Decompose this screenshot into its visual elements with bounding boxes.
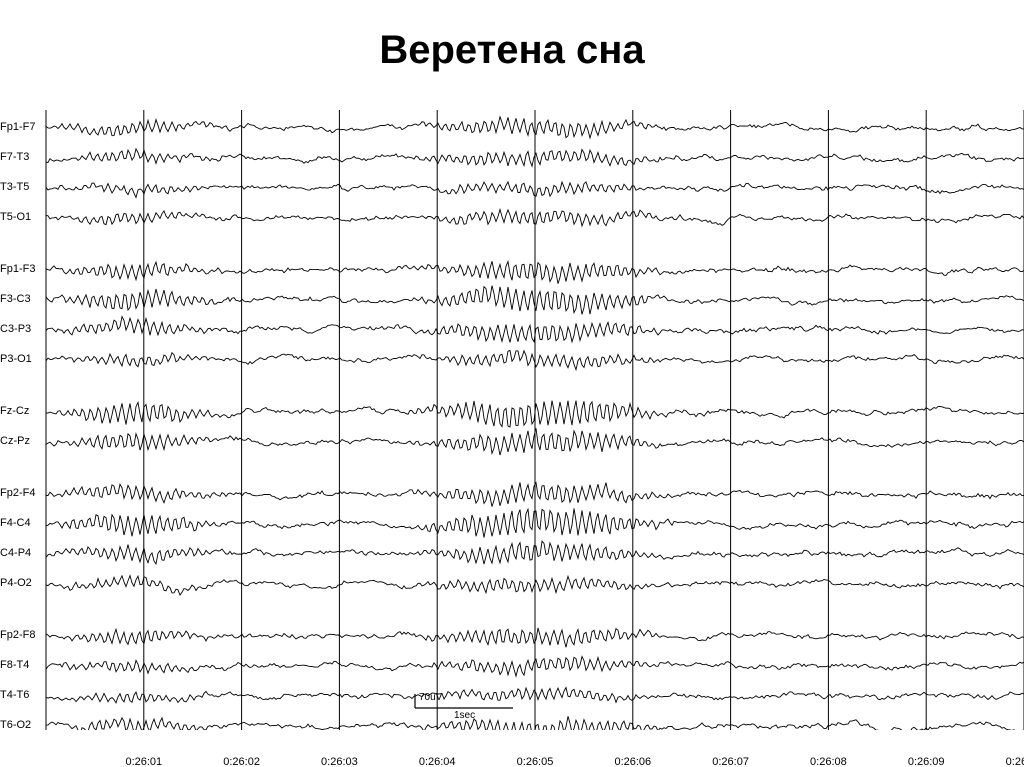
channel-label: Cz-Pz bbox=[0, 435, 30, 447]
channel-label: F3-C3 bbox=[0, 293, 31, 305]
time-axis-label: 0:26:06 bbox=[614, 756, 651, 767]
channel-label: Fp2-F8 bbox=[0, 629, 35, 641]
channel-label: Fp2-F4 bbox=[0, 487, 35, 499]
channel-label: T6-O2 bbox=[0, 719, 31, 731]
channel-label: C4-P4 bbox=[0, 547, 31, 559]
channel-label: F4-C4 bbox=[0, 517, 31, 529]
channel-label: C3-P3 bbox=[0, 323, 31, 335]
time-axis-label: 0:26:03 bbox=[321, 756, 358, 767]
channel-label: T5-O1 bbox=[0, 211, 31, 223]
eeg-chart: Fp1-F7 F7-T3 T3-T5 T5-O1 Fp1-F3 F3-C3 C3-P3 P3-… bbox=[0, 110, 1024, 730]
page-root: Веретена сна Fp1-F7 F7-T3 T3-T5 T5-O1 Fp1-F3… bbox=[0, 0, 1024, 767]
channel-label: T4-T6 bbox=[0, 689, 29, 701]
channel-label: P4-O2 bbox=[0, 577, 32, 589]
eeg-svg bbox=[0, 110, 1024, 730]
channel-label: F8-T4 bbox=[0, 659, 29, 671]
time-axis-label: 0:26:08 bbox=[810, 756, 847, 767]
time-axis-label: 0:26:09 bbox=[908, 756, 945, 767]
channel-label: Fp1-F7 bbox=[0, 121, 35, 133]
time-axis-label: 0:26:05 bbox=[517, 756, 554, 767]
time-axis-label: 0:26:01 bbox=[125, 756, 162, 767]
scale-time-label: 1sec bbox=[454, 710, 475, 721]
time-axis-label: 0:26:04 bbox=[419, 756, 456, 767]
time-axis-label: 0:26:10 bbox=[1006, 756, 1024, 767]
scale-amplitude-label: 70uV bbox=[419, 692, 442, 703]
time-axis-label: 0:26:07 bbox=[712, 756, 749, 767]
page-title: Веретена сна bbox=[0, 28, 1024, 73]
channel-label: Fz-Cz bbox=[0, 405, 29, 417]
channel-label: P3-O1 bbox=[0, 353, 32, 365]
time-axis-label: 0:26:02 bbox=[223, 756, 260, 767]
channel-label: Fp1-F3 bbox=[0, 263, 35, 275]
channel-label: T3-T5 bbox=[0, 181, 29, 193]
channel-label: F7-T3 bbox=[0, 151, 29, 163]
